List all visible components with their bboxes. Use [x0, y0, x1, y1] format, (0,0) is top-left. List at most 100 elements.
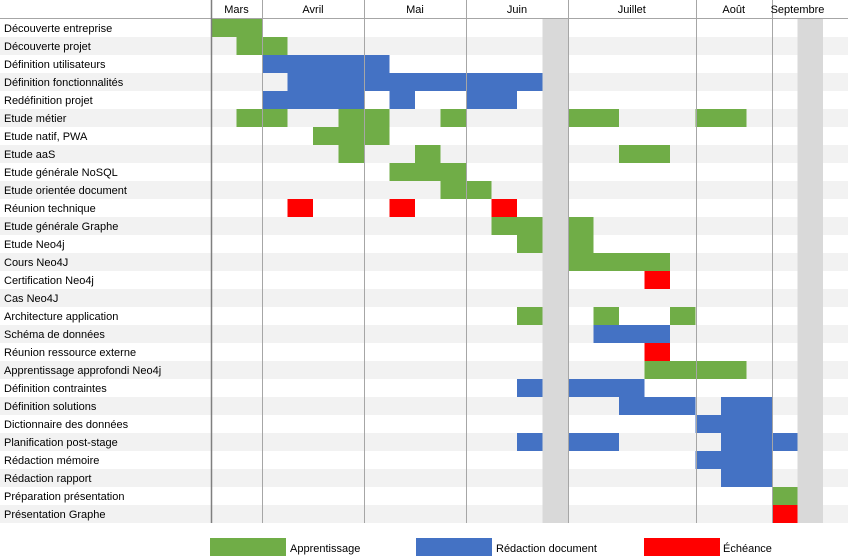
task-bar-échéance: [644, 343, 670, 361]
task-bar-rédaction-document: [466, 91, 517, 109]
task-bar-rédaction-document: [721, 433, 798, 451]
task-bar-rédaction-document: [593, 325, 670, 343]
row-band: [0, 289, 848, 307]
task-label: Architecture application: [4, 311, 118, 323]
row-band: [0, 181, 848, 199]
legend-label: Échéance: [723, 542, 772, 555]
row-band: [0, 433, 848, 451]
task-label: Définition fonctionnalités: [4, 77, 124, 89]
task-label: Etude générale NoSQL: [4, 167, 118, 179]
month-label: Juin: [507, 4, 527, 16]
task-bar-rédaction-document: [568, 379, 645, 397]
task-label: Réunion ressource externe: [4, 347, 136, 359]
task-bar-rédaction-document: [721, 469, 772, 487]
task-bars: [211, 19, 798, 523]
task-label: Planification post-stage: [4, 437, 118, 449]
month-label: Avril: [302, 4, 323, 16]
task-bar-échéance: [644, 271, 670, 289]
task-bar-apprentissage: [619, 145, 670, 163]
task-label: Apprentissage approfondi Neo4j: [4, 365, 161, 377]
task-bar-échéance: [287, 199, 313, 217]
task-bar-apprentissage: [644, 361, 747, 379]
task-label: Définition contraintes: [4, 383, 107, 395]
task-bar-apprentissage: [568, 217, 594, 235]
legend: Apprentissage Rédaction document Échéance: [210, 538, 772, 556]
shaded-weeks: [542, 19, 823, 523]
legend-label: Apprentissage: [290, 543, 360, 555]
task-label: Définition utilisateurs: [4, 59, 106, 71]
task-label: Cours Neo4J: [4, 257, 68, 269]
task-bar-rédaction-document: [721, 397, 772, 415]
row-band: [0, 469, 848, 487]
task-label: Présentation Graphe: [4, 509, 106, 521]
task-bar-apprentissage: [670, 307, 696, 325]
task-label: Etude aaS: [4, 149, 55, 161]
task-bar-rédaction-document: [517, 379, 543, 397]
task-bar-apprentissage: [313, 127, 390, 145]
month-label: Mai: [406, 4, 424, 16]
task-label: Etude natif, PWA: [4, 131, 88, 143]
task-label: Découverte entreprise: [4, 23, 112, 35]
legend-label: Rédaction document: [496, 543, 597, 555]
task-bar-rédaction-document: [695, 451, 772, 469]
task-bar-apprentissage: [440, 109, 466, 127]
task-bar-rédaction-document: [568, 433, 619, 451]
task-bar-apprentissage: [491, 217, 543, 235]
task-bar-apprentissage: [517, 235, 543, 253]
task-bar-rédaction-document: [364, 55, 390, 73]
task-label: Réunion technique: [4, 203, 96, 215]
task-bar-apprentissage: [695, 109, 747, 127]
month-label: Mars: [224, 4, 249, 16]
task-label: Préparation présentation: [4, 491, 124, 503]
task-labels: Découverte entreprise Découverte projet Dé…: [4, 23, 161, 521]
task-label: Redéfinition projet: [4, 95, 93, 107]
task-bar-apprentissage: [568, 235, 594, 253]
task-label: Certification Neo4j: [4, 275, 94, 287]
row-band: [0, 217, 848, 235]
month-headers: Mars Avril Mai Juin Juillet Août Septembre: [224, 4, 824, 16]
row-band: [0, 253, 848, 271]
task-bar-apprentissage: [568, 109, 619, 127]
task-label: Découverte projet: [4, 41, 91, 53]
row-band: [0, 505, 848, 523]
task-bar-apprentissage: [211, 19, 262, 37]
task-bar-apprentissage: [568, 253, 670, 271]
month-label: Juillet: [618, 4, 646, 16]
task-label: Dictionnaire des données: [4, 419, 129, 431]
task-bar-rédaction-document: [695, 415, 772, 433]
row-band: [0, 397, 848, 415]
task-bar-apprentissage: [389, 163, 466, 181]
task-bar-rédaction-document: [517, 433, 543, 451]
legend-swatch: [416, 538, 492, 556]
row-band: [0, 325, 848, 343]
task-bar-échéance: [389, 199, 415, 217]
task-label: Schéma de données: [4, 329, 105, 341]
legend-swatch: [644, 538, 720, 556]
task-bar-échéance: [491, 199, 517, 217]
task-label: Cas Neo4J: [4, 293, 58, 305]
task-bar-rédaction-document: [287, 91, 364, 109]
task-bar-échéance: [772, 505, 798, 523]
task-bar-apprentissage: [338, 145, 364, 163]
shaded-week-column: [797, 19, 823, 523]
task-label: Etude Neo4j: [4, 239, 65, 251]
row-band: [0, 37, 848, 55]
task-bar-rédaction-document: [287, 73, 466, 91]
task-bar-apprentissage: [593, 307, 619, 325]
month-label: Septembre: [771, 4, 825, 16]
task-bar-rédaction-document: [389, 91, 415, 109]
task-bar-apprentissage: [415, 145, 441, 163]
task-bar-rédaction-document: [466, 73, 543, 91]
task-bar-rédaction-document: [619, 397, 696, 415]
month-gridlines: [0, 0, 848, 523]
task-bar-rédaction-document: [262, 55, 364, 73]
legend-swatch: [210, 538, 286, 556]
shaded-week-column: [542, 19, 568, 523]
task-label: Rédaction mémoire: [4, 455, 99, 467]
task-bar-apprentissage: [772, 487, 798, 505]
task-bar-rédaction-document: [262, 91, 288, 109]
task-bar-apprentissage: [517, 307, 543, 325]
task-label: Rédaction rapport: [4, 473, 91, 485]
task-label: Définition solutions: [4, 401, 97, 413]
